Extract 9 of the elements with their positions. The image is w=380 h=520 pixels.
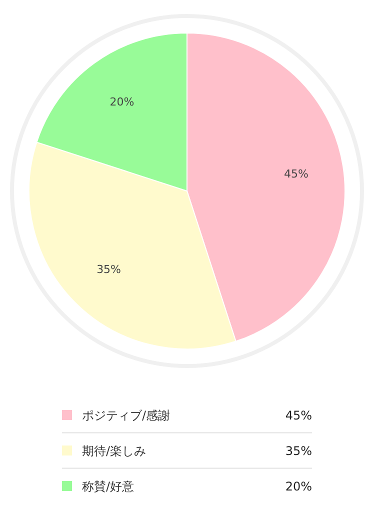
legend-label: ポジティブ/感謝 <box>82 408 170 422</box>
data-label: 45% <box>284 168 308 181</box>
legend-label: 称賛/好意 <box>82 480 134 494</box>
text: 35% <box>285 444 312 458</box>
data-label: 35% <box>96 263 122 276</box>
legend-label: 期待/楽しみ <box>82 444 146 458</box>
text: 45% <box>285 408 312 422</box>
text: 20% <box>285 480 312 494</box>
data-label: 20% <box>110 96 134 109</box>
